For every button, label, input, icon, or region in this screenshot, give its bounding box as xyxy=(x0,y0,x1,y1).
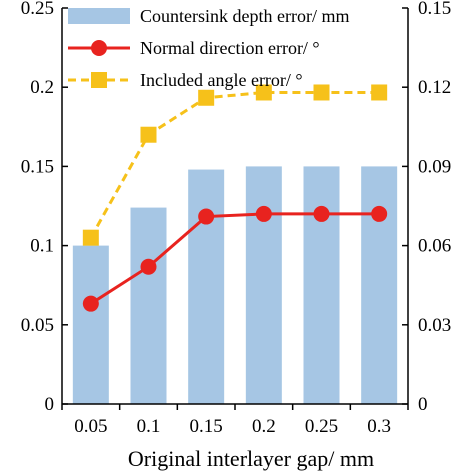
y-right-tick-label: 0.15 xyxy=(418,0,451,19)
y-left-tick-label: 0 xyxy=(45,394,55,415)
data-point xyxy=(371,84,388,101)
data-point xyxy=(140,126,157,143)
series-line xyxy=(89,90,380,239)
data-point xyxy=(255,205,272,222)
data-point xyxy=(140,258,157,275)
x-tick-label: 0.1 xyxy=(137,416,161,437)
bar xyxy=(361,166,398,404)
data-point xyxy=(313,205,330,222)
y-right-tick-label: 0 xyxy=(418,394,428,415)
y-right-tick-label: 0.03 xyxy=(418,315,451,336)
data-point xyxy=(82,295,99,312)
legend-marker xyxy=(91,72,107,88)
legend-label: Countersink depth error/ mm xyxy=(140,6,349,26)
data-point xyxy=(255,84,272,101)
y-left-tick-label: 0.05 xyxy=(21,315,54,336)
data-point xyxy=(313,84,330,101)
x-axis-title: Original interlayer gap/ mm xyxy=(128,446,374,471)
x-tick-label: 0.2 xyxy=(252,416,276,437)
bar xyxy=(130,207,167,404)
y-right-tick-label: 0.09 xyxy=(418,156,451,177)
bar xyxy=(303,166,340,404)
data-point xyxy=(198,89,215,106)
y-right-tick-label: 0.12 xyxy=(418,77,451,98)
x-tick-label: 0.05 xyxy=(74,416,107,437)
lines-layer xyxy=(82,84,388,312)
x-tick-label: 0.15 xyxy=(190,416,223,437)
y-right-tick-label: 0.06 xyxy=(418,236,451,257)
legend-label: Included angle error/ ° xyxy=(140,70,303,90)
data-point xyxy=(82,229,99,246)
data-point xyxy=(371,205,388,222)
series-line xyxy=(90,212,380,305)
bar xyxy=(72,245,109,404)
data-point xyxy=(198,208,215,225)
bar xyxy=(188,169,225,404)
x-tick-label: 0.25 xyxy=(305,416,338,437)
legend: Countersink depth error/ mm Normal direct… xyxy=(68,6,349,90)
legend-marker xyxy=(91,40,107,56)
axes-layer: 0 0.05 0.1 0.15 0.2 0.25 0 0.03 0.06 0.09 0.12 0.15… xyxy=(21,0,452,437)
x-tick-label: 0.3 xyxy=(367,416,391,437)
y-left-tick-label: 0.15 xyxy=(21,156,54,177)
y-left-tick-label: 0.25 xyxy=(21,0,54,19)
legend-label: Normal direction error/ ° xyxy=(140,38,320,58)
bar xyxy=(245,166,282,404)
legend-swatch xyxy=(68,8,130,24)
y-left-tick-label: 0.1 xyxy=(30,236,54,257)
y-left-tick-label: 0.2 xyxy=(30,77,54,98)
